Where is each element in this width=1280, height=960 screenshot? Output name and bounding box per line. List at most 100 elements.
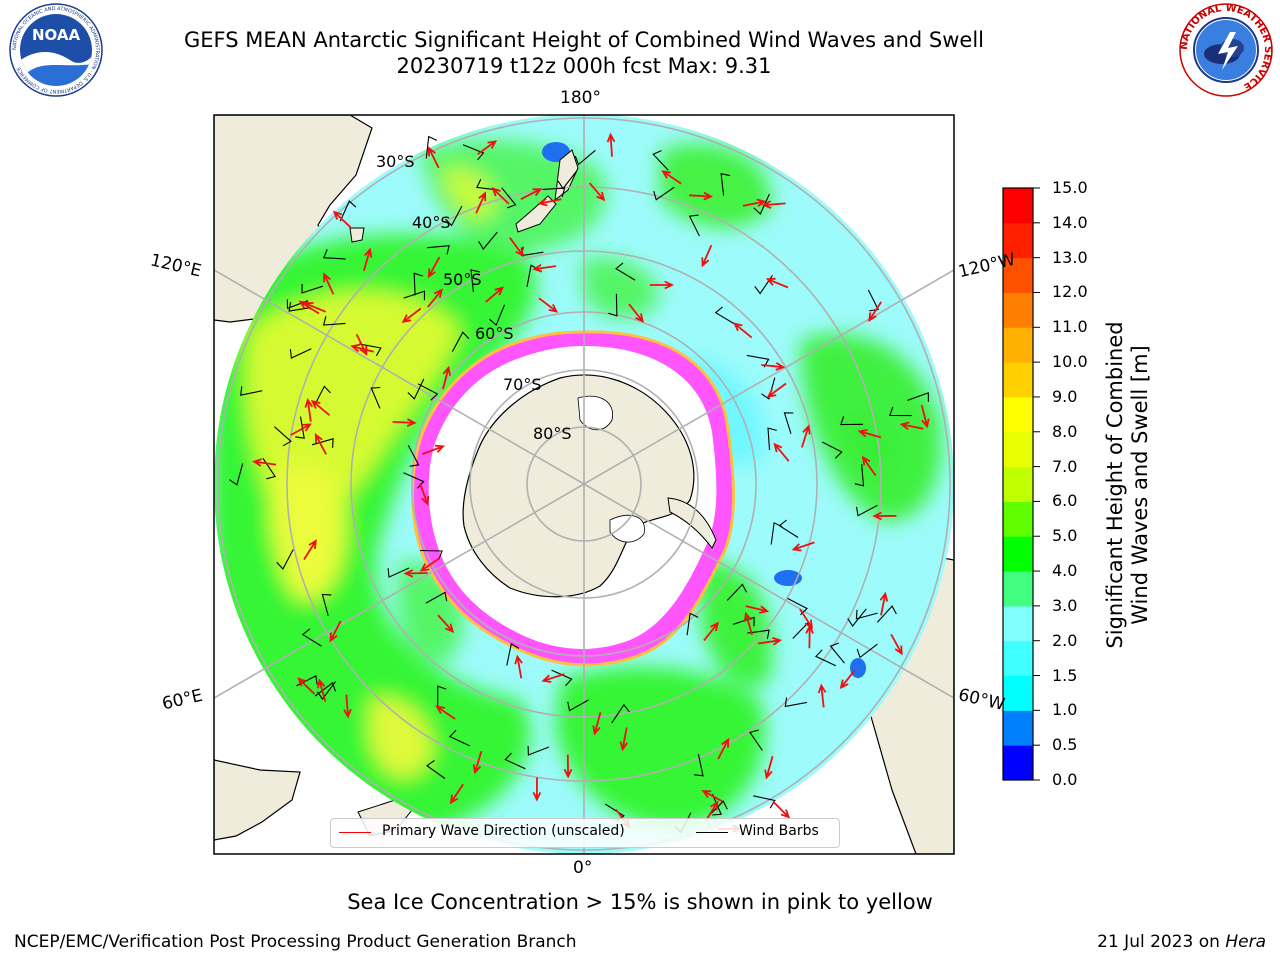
lat-label-50s: 50°S xyxy=(443,270,482,289)
wind-barb xyxy=(407,445,420,467)
colorbar-segment xyxy=(1003,466,1033,502)
wave-direction-arrow xyxy=(310,399,331,416)
wave-direction-arrow xyxy=(538,297,559,313)
lat-label-80s: 80°S xyxy=(533,424,572,443)
wave-direction-arrow xyxy=(509,237,525,258)
colorbar-tick-label: 7.0 xyxy=(1052,456,1078,476)
wave-direction-arrow xyxy=(606,132,616,157)
wave-direction-arrow xyxy=(703,621,720,642)
wave-direction-arrow xyxy=(628,303,645,323)
colorbar-tick-label: 1.5 xyxy=(1052,665,1078,685)
wind-barb xyxy=(783,412,794,434)
wave-direction-arrow xyxy=(537,197,562,207)
wave-direction-arrow xyxy=(588,182,606,202)
wind-barb xyxy=(504,752,526,770)
wave-direction-arrow xyxy=(701,244,713,268)
nws-logo: NATIONAL WEATHER SERVICE xyxy=(1179,3,1273,97)
wave-direction-arrow xyxy=(401,307,422,324)
colorbar-tick-label: 0.0 xyxy=(1052,770,1078,789)
noaa-logo-text: NOAA xyxy=(32,26,81,44)
wind-barb xyxy=(747,629,770,640)
colorbar-title: Significant Height of Combined Wind Wave… xyxy=(1103,321,1153,648)
wave-direction-arrow xyxy=(765,277,789,289)
wave-direction-arrow xyxy=(758,637,783,646)
colorbar-segment xyxy=(1003,745,1033,781)
wave-direction-arrow xyxy=(920,404,930,429)
wave-direction-arrow xyxy=(799,608,814,630)
wave-direction-arrow xyxy=(437,614,455,634)
wind-barb xyxy=(289,348,312,359)
wave-direction-arrow xyxy=(805,624,814,649)
wave-direction-arrow xyxy=(427,288,444,308)
wind-barb xyxy=(784,697,808,708)
wind-barb xyxy=(829,642,845,664)
wind-barb xyxy=(542,187,566,197)
wind-barb xyxy=(295,416,305,439)
wind-barb xyxy=(339,200,357,222)
legend-barb-label: Wind Barbs xyxy=(739,823,819,839)
wind-barb xyxy=(720,173,731,196)
wave-direction-arrow xyxy=(477,140,498,156)
wave-direction-arrow xyxy=(701,790,724,803)
wind-barb xyxy=(288,302,311,312)
wind-barb xyxy=(403,290,426,301)
wind-barb xyxy=(322,316,346,326)
wind-barb xyxy=(403,472,425,489)
wave-direction-arrow xyxy=(890,633,903,656)
wave-direction-arrow xyxy=(868,301,882,323)
wave-direction-arrow xyxy=(817,683,827,708)
wave-direction-arrow xyxy=(772,800,791,819)
wind-barb xyxy=(274,426,292,447)
footer-date-text: 21 Jul 2023 on xyxy=(1097,932,1226,952)
wind-barb xyxy=(855,609,878,620)
wind-barb xyxy=(359,343,382,357)
chart-title: GEFS MEAN Antarctic Significant Height o… xyxy=(183,28,985,52)
wind-barb xyxy=(413,272,423,296)
wave-direction-arrow xyxy=(704,800,719,822)
wind-barb xyxy=(425,135,438,159)
colorbar-tick-label: 1.0 xyxy=(1052,700,1078,720)
wave-direction-arrow xyxy=(419,482,430,506)
colorbar-segment xyxy=(1003,222,1033,259)
wind-barb xyxy=(726,583,748,601)
wind-barb xyxy=(445,205,463,227)
wave-direction-arrow xyxy=(472,751,483,775)
colorbar-segment xyxy=(1003,710,1033,746)
wave-direction-arrow xyxy=(592,712,602,736)
lat-label-70s: 70°S xyxy=(503,375,542,394)
wave-direction-arrow xyxy=(532,263,557,273)
wind-barb xyxy=(478,231,498,250)
wind-barb xyxy=(733,616,755,627)
wave-direction-arrow xyxy=(297,677,316,695)
wind-barb xyxy=(693,754,704,777)
wind-barb xyxy=(856,643,878,659)
wave-direction-arrow xyxy=(801,424,811,448)
colorbar-title-line1: Significant Height of Combined xyxy=(1103,321,1127,649)
wave-direction-arrow xyxy=(303,539,317,560)
colorbar-tick-label: 15.0 xyxy=(1052,178,1088,197)
wind-barb xyxy=(652,150,669,171)
wind-barb xyxy=(889,406,912,417)
colorbar-tick-label: 0.5 xyxy=(1052,735,1078,755)
wind-barb xyxy=(711,793,722,816)
wind-barb xyxy=(407,378,425,400)
wind-barb xyxy=(240,386,263,396)
wave-direction-arrow xyxy=(514,654,523,679)
wave-direction-arrow xyxy=(290,423,312,436)
wind-barb xyxy=(470,269,480,292)
colorbar-segment xyxy=(1003,640,1033,677)
lon-label-180: 180° xyxy=(560,88,601,108)
wave-direction-arrow xyxy=(485,286,504,303)
wind-barb xyxy=(611,703,630,724)
wind-barb xyxy=(462,144,485,161)
noaa-logo: NOAA NATIONAL OCEANIC AND ATMOSPHERIC AD… xyxy=(9,3,103,97)
wind-barb xyxy=(276,549,294,570)
wind-barb xyxy=(426,760,446,779)
wave-direction-arrow xyxy=(619,727,629,752)
wind-barb xyxy=(387,567,410,578)
wind-barb xyxy=(527,745,550,756)
legend-wave-label: Primary Wave Direction (unscaled) xyxy=(382,823,625,839)
ronne-ice-shelf xyxy=(609,514,645,543)
wind-barb xyxy=(419,549,443,560)
